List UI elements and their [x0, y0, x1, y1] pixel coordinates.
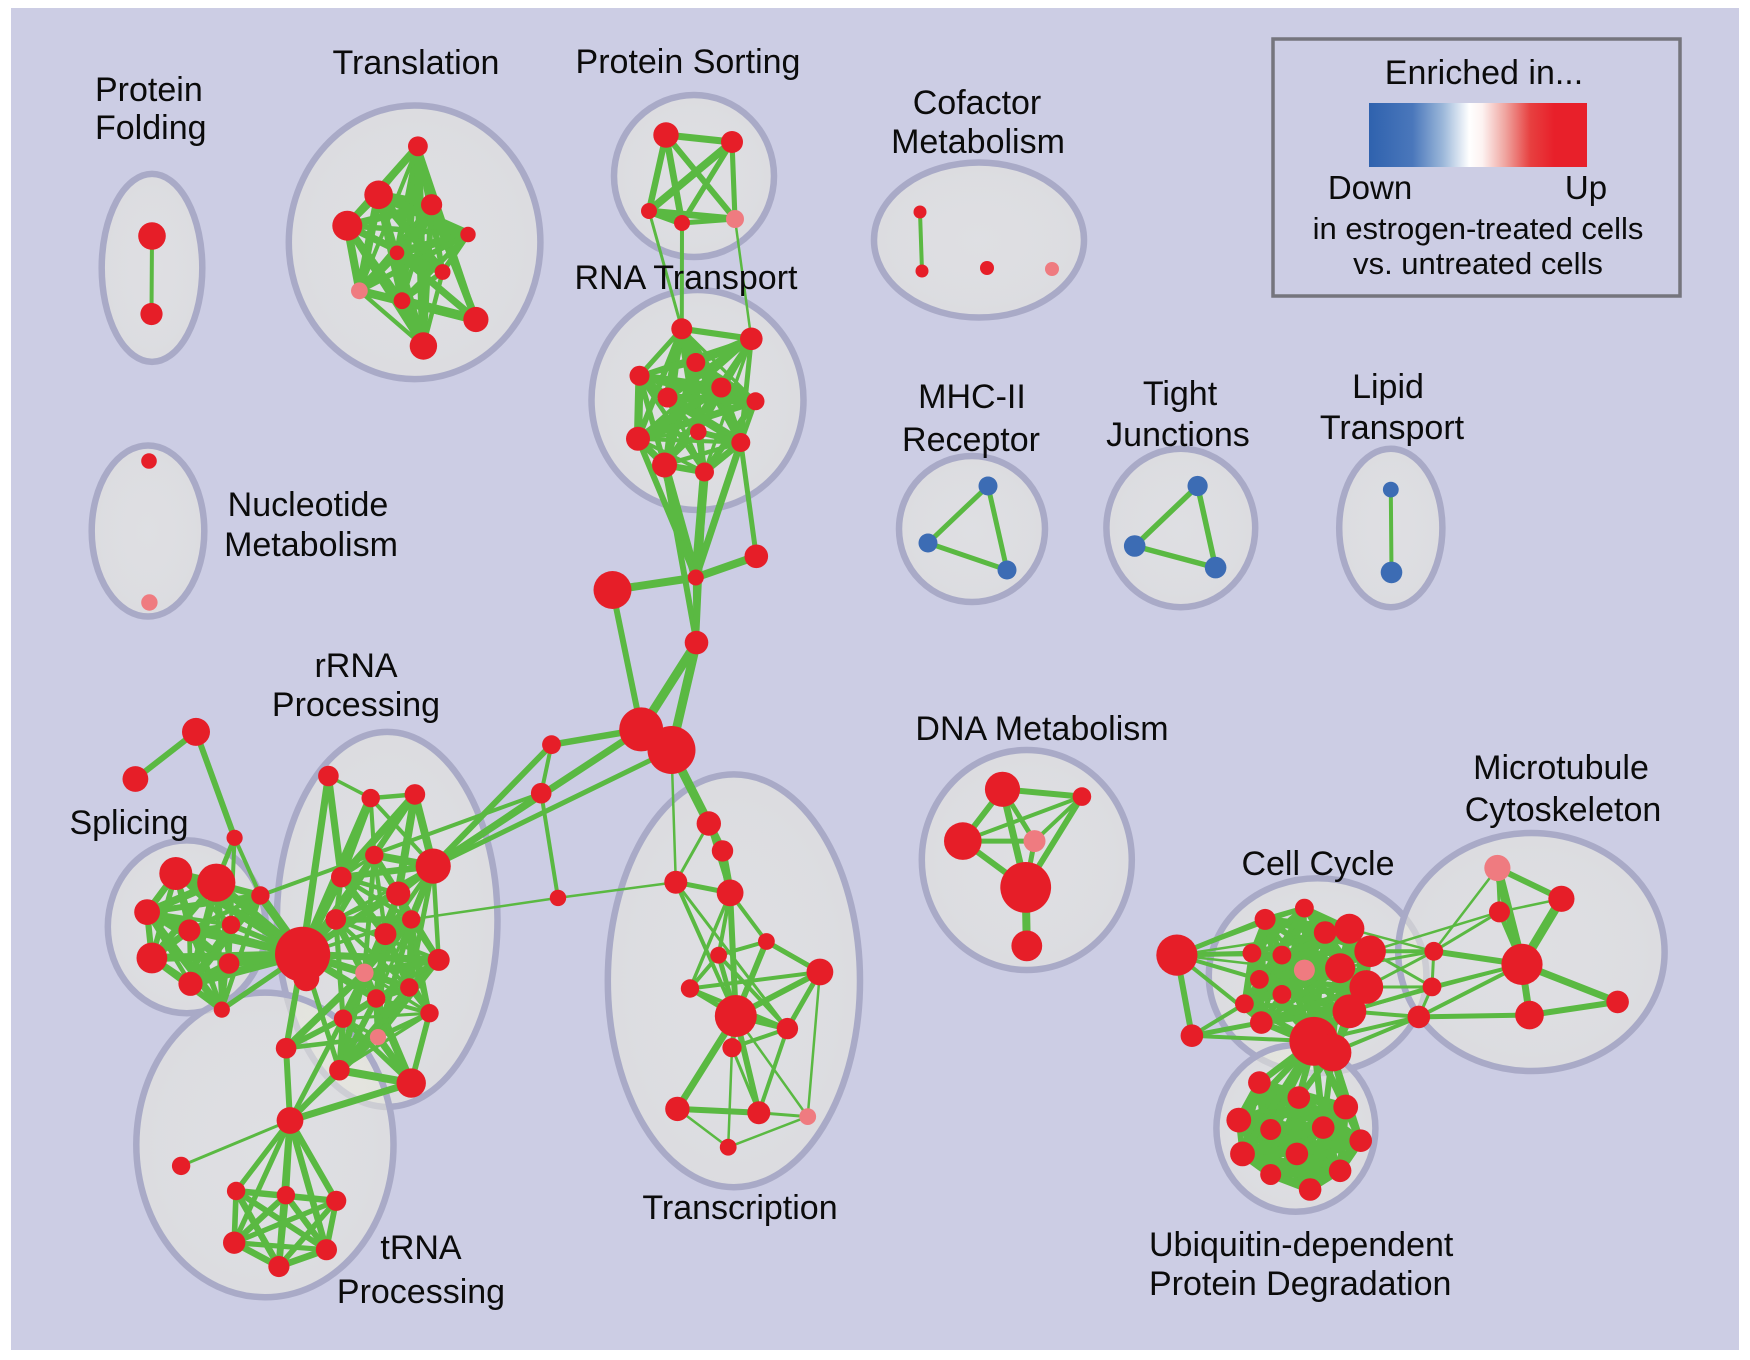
svg-text:Cofactor: Cofactor [913, 84, 1042, 122]
svg-text:Protein: Protein [95, 71, 203, 109]
svg-text:RNA Transport: RNA Transport [575, 259, 799, 297]
svg-text:Receptor: Receptor [902, 421, 1040, 459]
svg-text:Cell Cycle: Cell Cycle [1241, 845, 1394, 883]
svg-text:Up: Up [1565, 169, 1607, 206]
svg-text:Nucleotide: Nucleotide [228, 486, 389, 524]
svg-text:Protein Degradation: Protein Degradation [1149, 1265, 1451, 1303]
svg-text:Transport: Transport [1320, 409, 1465, 447]
svg-text:Translation: Translation [333, 44, 500, 82]
svg-text:Lipid: Lipid [1352, 368, 1424, 406]
svg-text:Metabolism: Metabolism [224, 526, 398, 564]
svg-text:Junctions: Junctions [1106, 416, 1250, 454]
svg-text:Metabolism: Metabolism [891, 123, 1065, 161]
svg-text:Tight: Tight [1143, 375, 1218, 413]
svg-text:Ubiquitin-dependent: Ubiquitin-dependent [1149, 1226, 1454, 1264]
svg-text:Protein Sorting: Protein Sorting [576, 43, 801, 81]
svg-text:Cytoskeleton: Cytoskeleton [1465, 791, 1662, 829]
svg-text:Folding: Folding [95, 109, 207, 147]
svg-text:tRNA: tRNA [380, 1229, 462, 1267]
svg-text:in estrogen-treated cells: in estrogen-treated cells [1313, 211, 1644, 246]
svg-text:vs. untreated cells: vs. untreated cells [1353, 246, 1603, 281]
svg-text:Down: Down [1328, 169, 1412, 206]
svg-text:Splicing: Splicing [69, 804, 188, 842]
svg-text:Processing: Processing [272, 686, 440, 724]
svg-text:MHC-II: MHC-II [918, 378, 1026, 416]
svg-text:Processing: Processing [337, 1273, 505, 1311]
svg-text:Transcription: Transcription [642, 1189, 837, 1227]
svg-text:DNA Metabolism: DNA Metabolism [915, 710, 1168, 748]
svg-text:rRNA: rRNA [314, 647, 397, 685]
svg-text:Microtubule: Microtubule [1473, 749, 1649, 787]
svg-text:Enriched in...: Enriched in... [1385, 54, 1583, 92]
